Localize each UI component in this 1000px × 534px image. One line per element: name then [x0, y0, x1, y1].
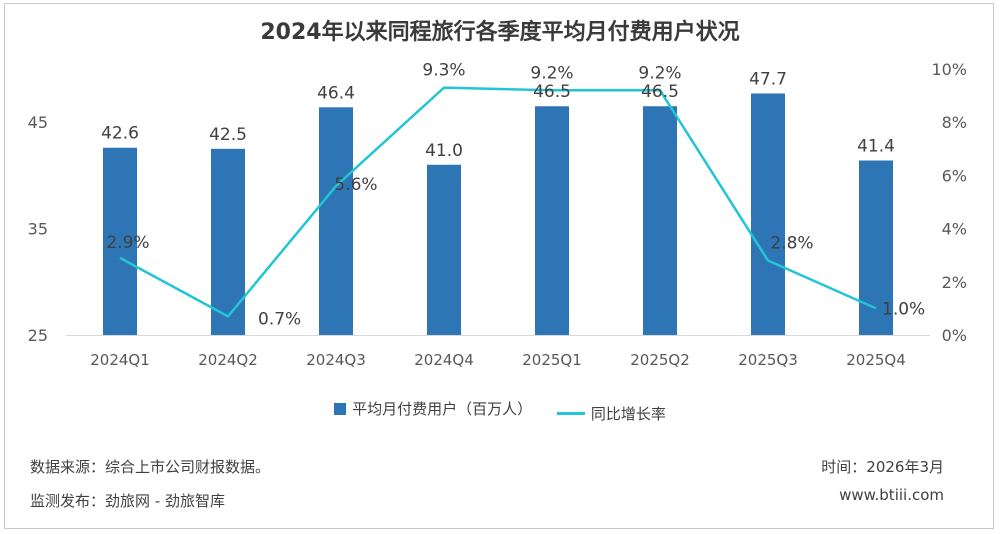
x-tick-2025Q4: 2025Q4 — [846, 351, 906, 369]
bar-label-2025Q4: 41.4 — [857, 137, 895, 157]
rate-label-2024Q1: 2.9% — [106, 233, 149, 253]
chart-frame — [4, 3, 994, 529]
footer-source: 数据来源：综合上市公司财报数据。 — [30, 458, 271, 476]
bar-2025Q1 — [535, 106, 569, 336]
right-axis-tick-0: 0% — [942, 326, 967, 345]
bar-label-2024Q4: 41.0 — [425, 141, 463, 161]
bar-label-2024Q2: 42.5 — [209, 125, 247, 145]
chart-title: 2024年以来同程旅行各季度平均月付费用户状况 — [260, 20, 740, 45]
left-axis-tick-0: 25 — [28, 326, 48, 345]
left-axis-tick-2: 45 — [28, 113, 48, 132]
growth-rate-line — [119, 86, 877, 318]
bar-2024Q3 — [319, 107, 353, 335]
bar-label-2024Q3: 46.4 — [317, 83, 355, 103]
footer-website: www.btiii.com — [839, 486, 944, 504]
bar-2024Q2 — [211, 148, 245, 335]
x-tick-2024Q3: 2024Q3 — [306, 351, 366, 369]
legend-line-swatch — [556, 411, 585, 415]
bar-label-2025Q2: 46.5 — [641, 82, 679, 102]
rate-label-2025Q2: 9.2% — [638, 63, 681, 83]
legend-label-growth: 同比增长率 — [590, 404, 666, 423]
rate-label-2025Q1: 9.2% — [530, 63, 573, 83]
bar-2025Q3 — [751, 93, 785, 335]
legend: 平均月付费用户（百万人） 同比增长率 — [0, 398, 1000, 424]
legend-item-users: 平均月付费用户（百万人） — [334, 398, 532, 419]
right-axis-tick-5: 10% — [931, 60, 967, 79]
rate-label-2024Q2: 0.7% — [258, 309, 301, 329]
right-axis-tick-2: 4% — [942, 220, 967, 239]
bar-label-2024Q1: 42.6 — [101, 124, 139, 144]
right-axis-tick-1: 2% — [942, 273, 967, 292]
left-axis: 25 35 45 — [28, 113, 48, 345]
x-axis-ticks: 2024Q1 2024Q2 2024Q3 2024Q4 2025Q1 2025Q2 2025… — [90, 351, 906, 369]
bar-series — [103, 93, 893, 336]
right-axis: 0% 2% 4% 6% 8% 10% — [931, 60, 967, 345]
footer-time: 时间：2026年3月 — [821, 458, 944, 476]
x-tick-2024Q1: 2024Q1 — [90, 351, 150, 369]
bar-2024Q1 — [103, 147, 137, 335]
rate-data-labels: 2.9% 0.7% 5.6% 9.3% 9.2% 9.2% 2.8% 1.0% — [106, 61, 925, 330]
rate-label-2024Q3: 5.6% — [334, 175, 377, 195]
rate-label-2025Q3: 2.8% — [770, 234, 813, 254]
x-tick-2025Q1: 2025Q1 — [522, 351, 582, 369]
bar-label-2025Q1: 46.5 — [533, 82, 571, 102]
rate-label-2025Q4: 1.0% — [882, 299, 925, 319]
bar-2025Q2 — [643, 106, 677, 336]
legend-bar-swatch — [334, 402, 347, 415]
bar-label-2025Q3: 47.7 — [749, 69, 787, 89]
legend-label-users: 平均月付费用户（百万人） — [352, 400, 533, 418]
right-axis-tick-3: 6% — [942, 166, 967, 185]
left-axis-tick-1: 35 — [28, 220, 48, 239]
bar-2025Q4 — [859, 160, 893, 335]
x-tick-2025Q2: 2025Q2 — [630, 351, 690, 369]
legend-item-growth: 同比增长率 — [556, 403, 666, 424]
x-tick-2025Q3: 2025Q3 — [738, 351, 798, 369]
x-tick-2024Q2: 2024Q2 — [198, 351, 258, 369]
footer-publisher: 监测发布：劲旅网 - 劲旅智库 — [30, 492, 225, 510]
bar-data-labels: 42.6 42.5 46.4 41.0 46.5 46.5 47.7 41.4 — [101, 69, 895, 160]
rate-label-2024Q4: 9.3% — [422, 61, 465, 81]
x-tick-2024Q4: 2024Q4 — [414, 351, 474, 369]
bar-2024Q4 — [427, 164, 461, 335]
right-axis-tick-4: 8% — [942, 113, 967, 132]
